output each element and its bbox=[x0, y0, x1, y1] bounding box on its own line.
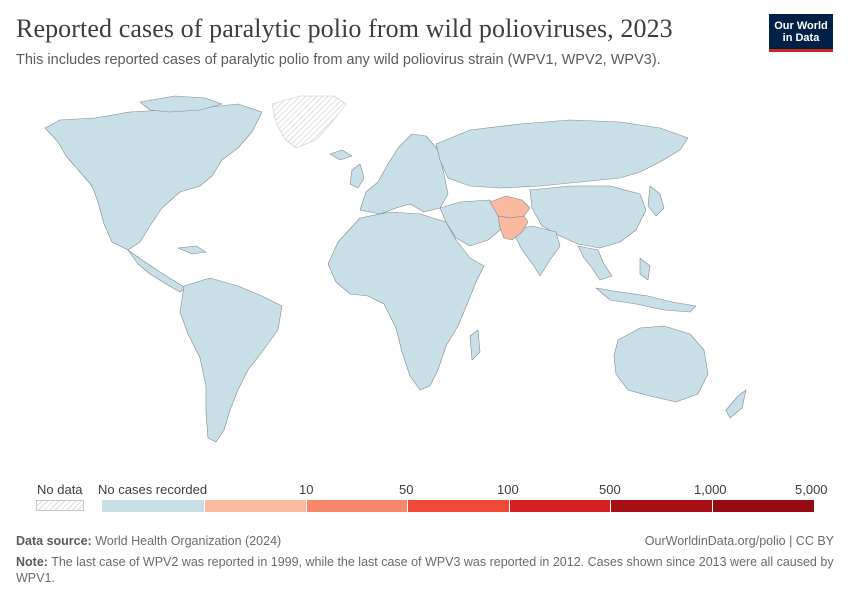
legend-label-2: 50 bbox=[399, 482, 414, 497]
legend-label-6: 5,000 bbox=[795, 482, 828, 497]
legend-label-0: No cases recorded bbox=[98, 482, 208, 497]
region-east-asia bbox=[529, 185, 647, 249]
region-europe bbox=[359, 133, 449, 215]
note: Note: The last case of WPV2 was reported… bbox=[16, 554, 834, 586]
legend-label-5: 1,000 bbox=[694, 482, 727, 497]
legend-bin-1[interactable] bbox=[205, 500, 307, 512]
footer: Data source: World Health Organization (… bbox=[16, 534, 834, 586]
region-middle-east bbox=[439, 199, 509, 247]
region-iceland bbox=[329, 149, 353, 161]
logo-line-1: Our World bbox=[774, 20, 828, 32]
legend-bin-6[interactable] bbox=[713, 500, 814, 512]
region-se-asia bbox=[577, 245, 613, 281]
region-uk bbox=[349, 163, 365, 189]
legend-label-3: 100 bbox=[497, 482, 519, 497]
logo-line-2: in Data bbox=[782, 32, 820, 44]
legend-label-1: 10 bbox=[299, 482, 314, 497]
legend-bin-5[interactable] bbox=[611, 500, 713, 512]
region-north-america bbox=[44, 103, 263, 251]
note-label: Note: bbox=[16, 555, 48, 569]
region-india bbox=[511, 225, 561, 277]
region-australia bbox=[613, 325, 709, 403]
region-africa bbox=[327, 211, 485, 391]
region-central-america bbox=[127, 249, 187, 293]
region-japan bbox=[647, 185, 665, 217]
region-philippines bbox=[639, 257, 651, 281]
owid-logo[interactable]: Our World in Data bbox=[769, 14, 833, 52]
source-line: Data source: World Health Organization (… bbox=[16, 534, 834, 548]
chart-subtitle: This includes reported cases of paralyti… bbox=[16, 52, 661, 68]
region-new-zealand bbox=[725, 389, 747, 419]
region-arctic-islands bbox=[139, 95, 223, 113]
region-pakistan bbox=[497, 215, 529, 241]
legend-no-data-label: No data bbox=[37, 482, 83, 497]
legend-bin-0[interactable] bbox=[102, 500, 205, 512]
legend-no-data-swatch bbox=[36, 500, 84, 511]
note-text: The last case of WPV2 was reported in 19… bbox=[16, 555, 834, 585]
region-madagascar bbox=[469, 329, 481, 361]
chart-title: Reported cases of paralytic polio from w… bbox=[16, 14, 673, 43]
region-russia bbox=[435, 119, 689, 189]
region-caribbean bbox=[177, 245, 207, 255]
source-label: Data source: bbox=[16, 534, 92, 548]
region-indonesia bbox=[595, 287, 697, 313]
world-map bbox=[44, 95, 747, 443]
legend-bin-3[interactable] bbox=[408, 500, 510, 512]
region-south-america bbox=[179, 277, 283, 443]
legend-bin-4[interactable] bbox=[510, 500, 611, 512]
legend-bin-2[interactable] bbox=[307, 500, 408, 512]
source-text[interactable]: World Health Organization (2024) bbox=[95, 534, 282, 548]
owid-url[interactable]: OurWorldinData.org/polio | CC BY bbox=[644, 534, 834, 548]
region-greenland bbox=[271, 95, 347, 149]
legend-label-4: 500 bbox=[599, 482, 621, 497]
map-legend: No data No cases recorded 10 50 100 500 … bbox=[0, 478, 850, 518]
